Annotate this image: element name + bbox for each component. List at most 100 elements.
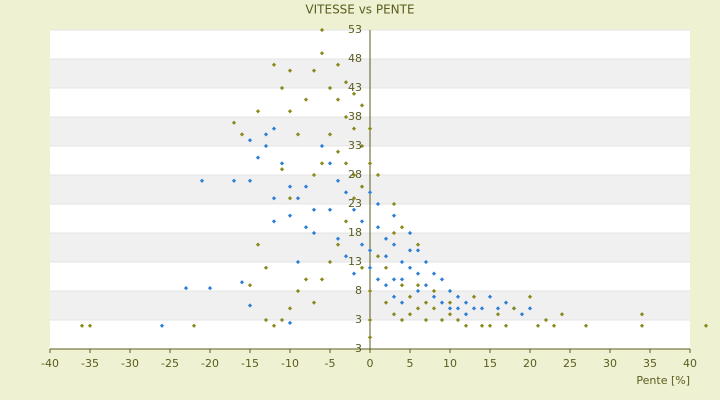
- y-tick-label: 3: [355, 342, 362, 355]
- point: [503, 323, 509, 328]
- point: [463, 312, 469, 317]
- point: [311, 300, 317, 305]
- point: [431, 288, 437, 294]
- x-tick-label: 5: [407, 357, 414, 370]
- x-tick-label: 15: [483, 357, 497, 370]
- point: [295, 196, 301, 201]
- point: [391, 213, 397, 218]
- point: [343, 161, 349, 166]
- point: [383, 283, 389, 288]
- point: [319, 277, 325, 282]
- x-axis-label: Pente [%]: [636, 374, 690, 387]
- point: [407, 248, 413, 253]
- point: [255, 242, 261, 247]
- point: [375, 172, 381, 178]
- point: [263, 317, 269, 323]
- point: [503, 300, 509, 305]
- x-tick-label: -15: [241, 357, 259, 370]
- y-tick-label: 48: [348, 52, 362, 65]
- point: [287, 184, 293, 189]
- point: [351, 271, 357, 276]
- point: [455, 317, 461, 323]
- point: [263, 265, 269, 270]
- point: [455, 294, 461, 299]
- point: [415, 242, 421, 247]
- x-tick-label: -40: [41, 357, 59, 370]
- point: [311, 207, 317, 212]
- point: [375, 225, 381, 230]
- point: [487, 294, 493, 299]
- point: [447, 300, 453, 305]
- point: [335, 149, 341, 154]
- point: [343, 190, 349, 195]
- point: [391, 201, 397, 207]
- point: [287, 196, 293, 201]
- point: [407, 294, 413, 299]
- point: [263, 143, 269, 149]
- point: [311, 230, 317, 236]
- point: [399, 300, 405, 305]
- point: [399, 283, 405, 288]
- point: [495, 312, 501, 317]
- point: [447, 306, 453, 311]
- point: [391, 277, 397, 282]
- y-tick-label: 18: [348, 226, 362, 239]
- y-tick-label: 33: [348, 139, 362, 152]
- point: [407, 265, 413, 270]
- chart-title: VITESSE vs PENTE: [305, 3, 414, 17]
- point: [303, 277, 309, 282]
- point: [383, 265, 389, 270]
- point: [159, 323, 165, 328]
- y-tick-label: 28: [348, 168, 362, 181]
- point: [295, 288, 301, 294]
- point: [559, 312, 565, 317]
- point: [471, 306, 477, 311]
- point: [527, 294, 533, 299]
- point: [399, 277, 405, 282]
- point: [439, 317, 445, 323]
- x-tick-label: 20: [523, 357, 537, 370]
- point: [287, 306, 293, 311]
- point: [199, 178, 205, 183]
- x-tick-label: -10: [281, 357, 299, 370]
- point: [335, 178, 341, 183]
- point: [639, 323, 645, 328]
- point: [431, 294, 437, 299]
- point: [247, 138, 253, 143]
- point: [431, 306, 437, 311]
- point: [415, 248, 421, 253]
- point: [279, 167, 285, 172]
- point: [415, 306, 421, 311]
- point: [543, 317, 549, 323]
- point: [551, 323, 557, 328]
- point: [367, 248, 373, 253]
- y-tick-label: 43: [348, 81, 362, 94]
- point: [439, 277, 445, 282]
- point: [271, 323, 277, 328]
- point: [231, 178, 237, 183]
- point: [359, 242, 365, 247]
- point: [255, 155, 261, 160]
- point: [367, 161, 373, 166]
- point: [423, 300, 429, 305]
- point: [639, 312, 645, 317]
- point: [527, 306, 533, 311]
- point: [447, 288, 453, 294]
- point: [271, 219, 277, 224]
- point: [287, 213, 293, 218]
- point: [423, 317, 429, 323]
- point: [271, 196, 277, 201]
- point: [287, 320, 293, 326]
- x-tick-label: 35: [643, 357, 657, 370]
- point: [407, 230, 413, 236]
- point: [343, 254, 349, 259]
- point: [359, 143, 365, 149]
- point: [423, 283, 429, 288]
- point: [247, 178, 253, 183]
- point: [239, 280, 245, 285]
- y-tick-label: 23: [348, 197, 362, 210]
- point: [703, 323, 709, 328]
- point: [375, 201, 381, 207]
- point: [463, 323, 469, 328]
- point: [335, 236, 341, 241]
